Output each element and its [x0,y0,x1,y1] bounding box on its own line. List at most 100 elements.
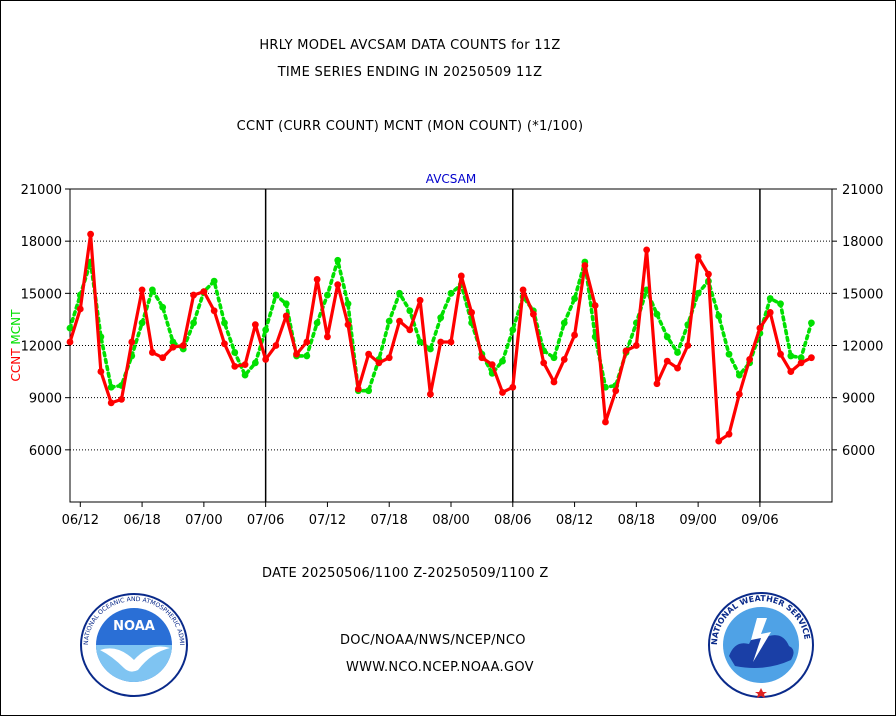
point-ccnt [715,437,723,445]
point-ccnt [241,361,249,369]
point-ccnt [159,354,167,362]
point-ccnt [76,305,84,313]
point-ccnt [519,286,527,294]
point-ccnt [200,288,208,295]
point-mcnt [396,289,403,297]
point-mcnt [169,338,177,346]
point-ccnt [251,321,259,329]
point-mcnt [365,387,373,395]
point-mcnt [735,371,743,379]
point-mcnt [447,289,455,297]
point-mcnt [210,277,218,285]
point-ccnt [643,246,651,254]
point-ccnt [97,368,105,375]
point-mcnt [416,338,424,346]
point-ccnt [385,354,393,362]
x-tick-label: 08/06 [494,513,531,528]
point-ccnt [684,342,692,349]
point-ccnt [653,380,661,388]
point-ccnt [303,338,311,346]
point-ccnt [725,430,733,438]
series-line-mcnt [68,258,814,393]
point-mcnt [509,326,517,334]
point-ccnt [602,418,609,426]
point-ccnt [694,253,702,261]
y-tick-label-right: 12000 [842,340,883,355]
point-mcnt [262,326,270,334]
point-ccnt [560,356,568,363]
x-tick-label: 09/00 [679,513,716,528]
point-ccnt [210,307,218,315]
point-mcnt [282,300,290,308]
point-ccnt [571,331,578,339]
point-mcnt [499,357,506,365]
series-line-ccnt [68,232,813,443]
point-mcnt [797,354,805,362]
point-mcnt [674,349,681,356]
point-mcnt [148,286,156,294]
point-ccnt [509,383,517,391]
x-tick-label: 06/18 [123,513,160,528]
nws-logo: NATIONAL WEATHER SERVICE [708,592,814,698]
y-tick-label-left: 15000 [21,287,62,302]
point-ccnt [118,396,125,403]
point-ccnt [488,361,496,369]
point-ccnt [334,281,342,289]
point-ccnt [663,357,671,365]
y-tick-label-left: 6000 [29,444,62,459]
point-ccnt [272,342,280,349]
org-label: DOC/NOAA/NWS/NCEP/NCO [340,633,526,648]
point-ccnt [478,354,486,362]
point-ccnt [293,350,300,358]
point-ccnt [674,364,681,372]
y-tick-label-right: 9000 [842,392,875,407]
point-mcnt [107,383,115,391]
point-ccnt [797,359,805,367]
point-ccnt [416,296,424,304]
point-ccnt [746,356,754,363]
point-ccnt [612,387,620,395]
y-tick-label-left: 9000 [29,392,62,407]
y-tick-label-right: 18000 [842,235,883,250]
x-tick-label: 06/12 [62,513,99,528]
point-mcnt [437,314,445,322]
point-ccnt [313,276,321,283]
point-ccnt [324,333,331,341]
x-tick-label: 08/00 [432,513,469,528]
website-link[interactable]: WWW.NCO.NCEP.NOAA.GOV [346,660,534,675]
y-tick-label-right: 6000 [842,444,875,459]
point-ccnt [221,340,228,348]
date-range-label: DATE 20250506/1100 Z-20250509/1100 Z [262,566,549,581]
point-mcnt [766,295,774,302]
point-ccnt [190,291,197,299]
point-mcnt [303,352,311,360]
point-ccnt [179,342,187,349]
point-mcnt [231,349,239,356]
point-ccnt [499,389,506,396]
y-tick-label-left: 18000 [21,235,62,250]
point-mcnt [715,312,723,320]
point-ccnt [457,272,465,280]
x-tick-label: 07/06 [247,513,284,528]
point-mcnt [190,319,197,327]
point-ccnt [148,349,156,356]
point-ccnt [787,368,795,375]
point-ccnt [375,359,383,367]
point-mcnt [406,307,414,315]
point-ccnt [169,343,177,351]
point-ccnt [447,338,455,346]
point-ccnt [468,309,475,316]
point-ccnt [581,262,589,269]
x-tick-label: 08/12 [556,513,593,528]
point-mcnt [694,289,702,297]
point-mcnt [334,256,342,264]
point-ccnt [282,312,290,320]
point-mcnt [787,352,795,360]
point-ccnt [437,338,445,346]
point-ccnt [365,350,373,358]
point-mcnt [221,319,228,327]
y-tick-label-left: 21000 [21,183,62,198]
point-ccnt [529,310,537,318]
point-ccnt [705,270,712,278]
